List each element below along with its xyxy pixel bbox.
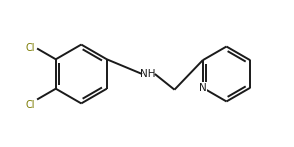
Text: Cl: Cl — [26, 101, 35, 111]
Text: N: N — [199, 83, 207, 93]
Text: NH: NH — [140, 69, 156, 79]
Text: Cl: Cl — [26, 44, 35, 54]
